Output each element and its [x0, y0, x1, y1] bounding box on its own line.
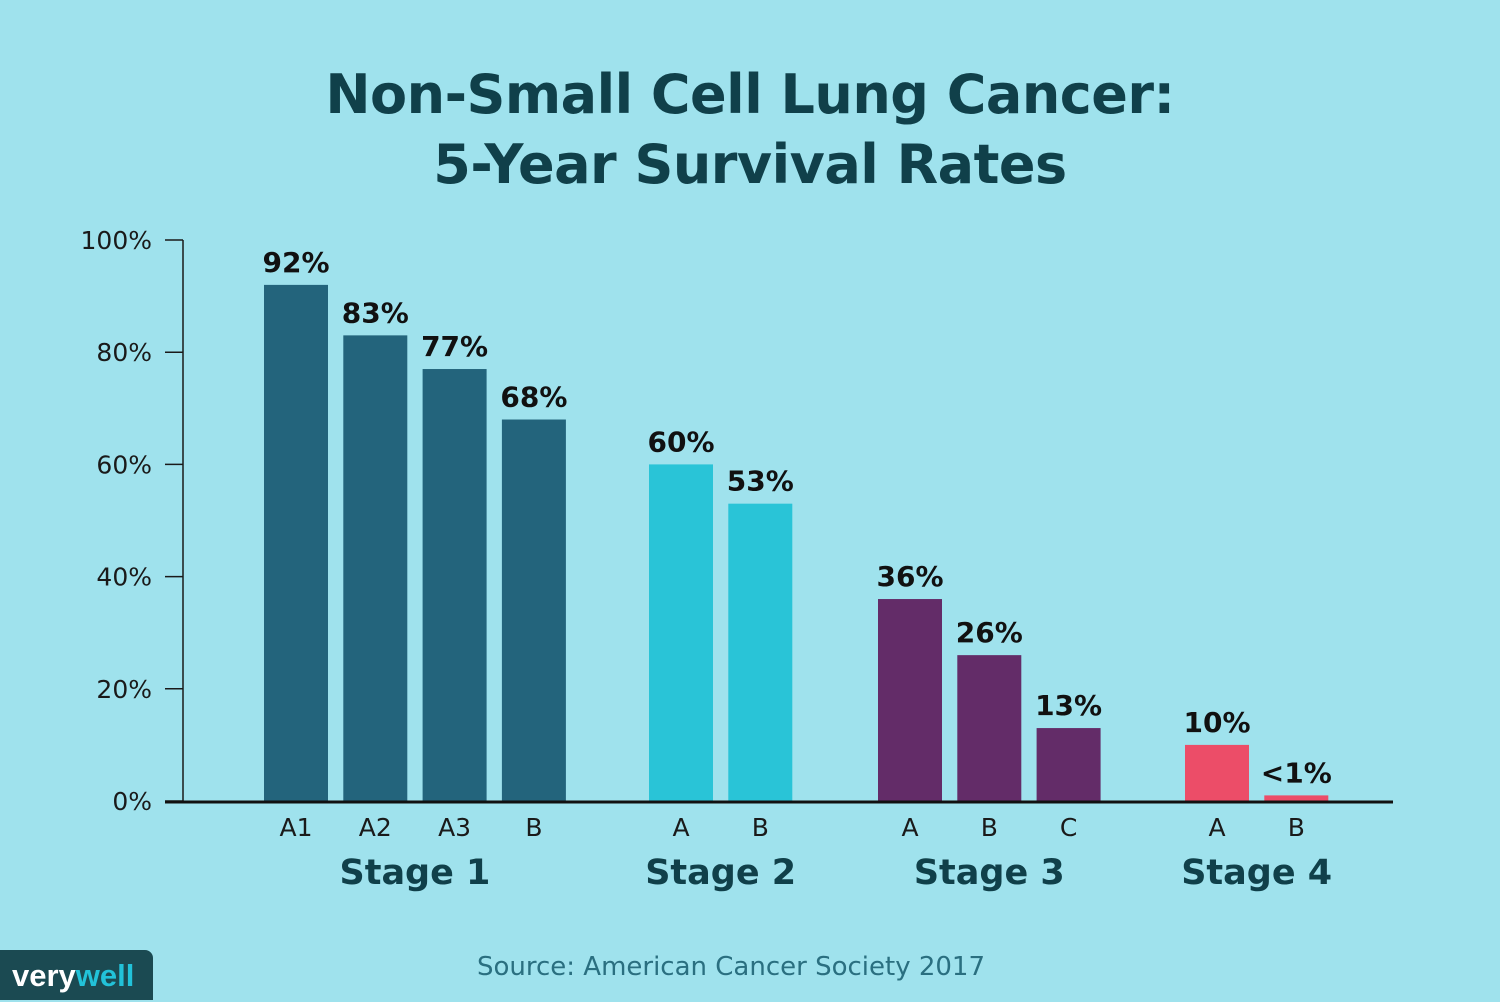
x-tick-label: A1: [279, 813, 312, 842]
bar: [1036, 728, 1101, 801]
chart-title: Non-Small Cell Lung Cancer: 5-Year Survi…: [0, 60, 1500, 200]
group-label: Stage 1: [340, 853, 491, 893]
data-label: 68%: [500, 381, 567, 414]
data-label: 26%: [956, 616, 1023, 649]
data-label: 10%: [1183, 706, 1250, 739]
y-tick-label: 60%: [96, 450, 152, 479]
x-tick-label: C: [1060, 813, 1077, 842]
bar: [422, 369, 487, 801]
bar: [878, 599, 942, 801]
x-tick-label: A: [901, 813, 918, 842]
title-line-2: 5-Year Survival Rates: [433, 133, 1067, 196]
y-tick-label: 0%: [112, 787, 152, 816]
data-label: 83%: [342, 296, 409, 329]
bar: [728, 503, 793, 801]
x-tick-label: B: [981, 813, 998, 842]
bar: [501, 419, 566, 801]
title-line-1: Non-Small Cell Lung Cancer:: [325, 63, 1175, 126]
source-note: Source: American Cancer Society 2017: [476, 952, 986, 982]
bar: [264, 284, 328, 801]
y-tick-label: 80%: [96, 338, 152, 367]
y-tick-label: 100%: [81, 226, 152, 255]
x-tick-label: B: [525, 813, 542, 842]
data-label: 92%: [262, 246, 329, 279]
bar: [343, 335, 408, 801]
bar: [1185, 744, 1249, 801]
data-label: <1%: [1261, 756, 1332, 789]
group-label: Stage 3: [914, 853, 1065, 893]
data-label: 77%: [421, 330, 488, 363]
bar: [649, 464, 713, 801]
x-tick-label: A3: [438, 813, 471, 842]
x-tick-label: A: [672, 813, 689, 842]
bar: [1264, 795, 1329, 801]
data-label: 36%: [876, 560, 943, 593]
x-tick-label: B: [1288, 813, 1305, 842]
x-tick-label: B: [752, 813, 769, 842]
y-tick-label: 40%: [96, 563, 152, 592]
x-tick-label: A2: [359, 813, 392, 842]
y-tick-label: 20%: [96, 675, 152, 704]
data-label: 60%: [647, 425, 714, 458]
bar: [957, 655, 1022, 801]
x-tick-label: A: [1208, 813, 1225, 842]
group-label: Stage 2: [645, 853, 796, 893]
data-label: 13%: [1035, 689, 1102, 722]
verywell-logo: verywell: [0, 950, 153, 1000]
data-label: 53%: [727, 465, 794, 498]
group-label: Stage 4: [1181, 853, 1332, 893]
